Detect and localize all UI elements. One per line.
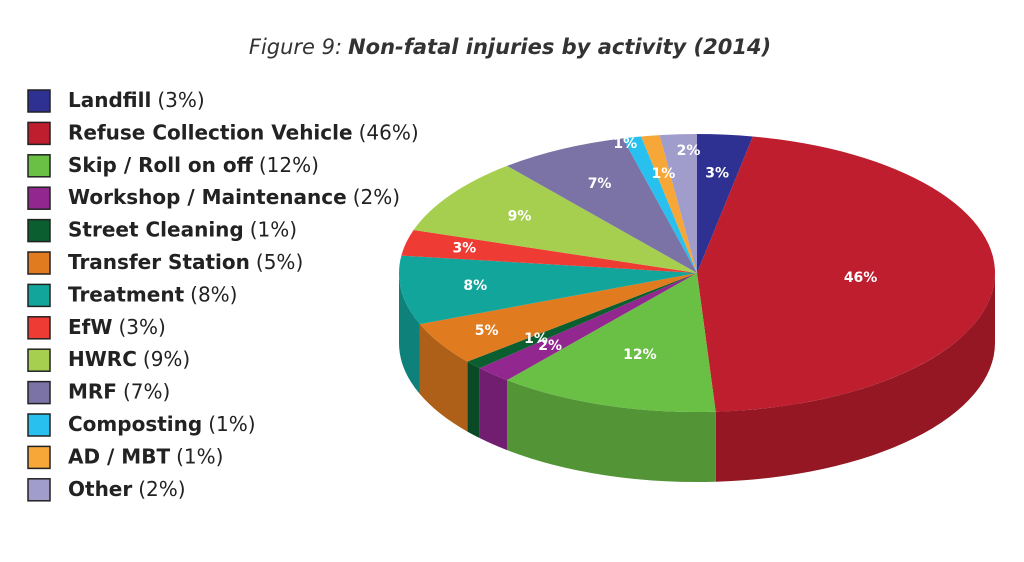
legend-entry: Treatment (8%) — [68, 282, 237, 306]
chart-title: Non-fatal injuries by activity (2014) — [348, 35, 771, 59]
slice — [479, 273, 697, 381]
legend-value: (2%) — [353, 185, 400, 209]
legend-entry: HWRC (9%) — [68, 347, 190, 371]
legend-value: (1%) — [250, 217, 297, 241]
slice-label: 12% — [623, 347, 657, 363]
legend-value: (2%) — [138, 476, 185, 500]
legend-name: Workshop / Maintenance — [68, 185, 347, 209]
slice-label: 3% — [705, 165, 729, 181]
legend-swatch — [27, 186, 51, 210]
legend-swatch — [27, 316, 51, 340]
slice — [697, 136, 996, 412]
slice-label: 1% — [524, 331, 548, 347]
slice-label: 2% — [538, 338, 562, 354]
slice — [697, 134, 753, 273]
legend-entry: Other (2%) — [68, 476, 186, 500]
legend-swatch — [27, 218, 51, 243]
slice-label: 7% — [588, 176, 612, 192]
legend-entry: Composting (1%) — [68, 412, 256, 436]
legend-name: MRF — [68, 379, 117, 403]
slice-label: 5% — [475, 323, 499, 339]
slice — [419, 273, 697, 362]
legend-value: (8%) — [190, 282, 237, 306]
slice-side — [467, 361, 480, 439]
legend-name: Landfill — [68, 88, 151, 112]
legend-swatch — [27, 348, 51, 372]
slice — [398, 255, 697, 325]
legend-entry: AD / MBT (1%) — [68, 444, 223, 468]
slice — [622, 136, 697, 273]
slice — [467, 273, 697, 369]
legend-entry: Transfer Station (5%) — [68, 250, 303, 274]
legend-value: (1%) — [208, 412, 255, 436]
slice-side — [715, 273, 995, 482]
legend-entry: Street Cleaning (1%) — [68, 217, 297, 241]
legend-value: (7%) — [123, 379, 170, 403]
legend-value: (5%) — [256, 250, 303, 274]
slice — [507, 138, 697, 273]
legend-swatch — [27, 445, 51, 470]
legend-value: (12%) — [259, 152, 319, 176]
slice-label: 8% — [463, 278, 487, 294]
legend-entry: Refuse Collection Vehicle (46%) — [68, 120, 419, 144]
slice — [413, 165, 697, 273]
legend-swatch — [27, 154, 51, 178]
legend-swatch — [27, 413, 51, 437]
legend-value: (1%) — [176, 444, 223, 468]
legend-value: (46%) — [359, 120, 419, 144]
legend-entry: Skip / Roll on off (12%) — [68, 152, 319, 176]
legend-entry: Workshop / Maintenance (2%) — [68, 185, 400, 209]
legend-name: Transfer Station — [68, 250, 250, 274]
legend-swatch — [27, 89, 51, 113]
slice — [507, 273, 716, 412]
legend-name: Other — [68, 476, 132, 500]
slice-side — [507, 380, 716, 482]
slice-side — [419, 324, 468, 432]
legend-name: Composting — [68, 412, 202, 436]
legend-name: Treatment — [68, 282, 185, 306]
slice-side — [479, 368, 508, 451]
legend-swatch — [27, 380, 51, 405]
legend-swatch — [27, 121, 51, 146]
legend-name: HWRC — [68, 347, 137, 371]
slice-label: 1% — [652, 166, 676, 182]
legend-name: Street Cleaning — [68, 217, 244, 241]
legend-name: AD / MBT — [68, 444, 170, 468]
legend-name: Skip / Roll on off — [68, 152, 254, 176]
legend-value: (3%) — [157, 88, 204, 112]
slice — [401, 230, 697, 273]
legend-entry: MRF (7%) — [68, 379, 170, 403]
legend-value: (3%) — [118, 314, 165, 338]
legend-name: EfW — [68, 314, 112, 338]
slice-side — [399, 273, 420, 395]
legend-entry: Landfill (3%) — [68, 88, 205, 112]
legend-swatch — [27, 251, 51, 275]
legend-swatch — [27, 478, 51, 502]
legend-value: (9%) — [143, 347, 190, 371]
slice-label: 2% — [677, 143, 701, 159]
slice — [641, 135, 697, 273]
slice-label: 1% — [613, 136, 637, 152]
legend-entry: EfW (3%) — [68, 314, 166, 338]
slice-label: 9% — [508, 209, 532, 225]
legend-name: Refuse Collection Vehicle — [68, 120, 353, 144]
figure-label: Figure 9: — [249, 35, 342, 59]
slice-label: 46% — [844, 270, 878, 286]
legend-swatch — [27, 283, 51, 308]
slice — [659, 134, 697, 273]
slice-label: 3% — [452, 241, 476, 257]
chart-title-group: Figure 9: Non-fatal injuries by activity … — [249, 35, 771, 59]
